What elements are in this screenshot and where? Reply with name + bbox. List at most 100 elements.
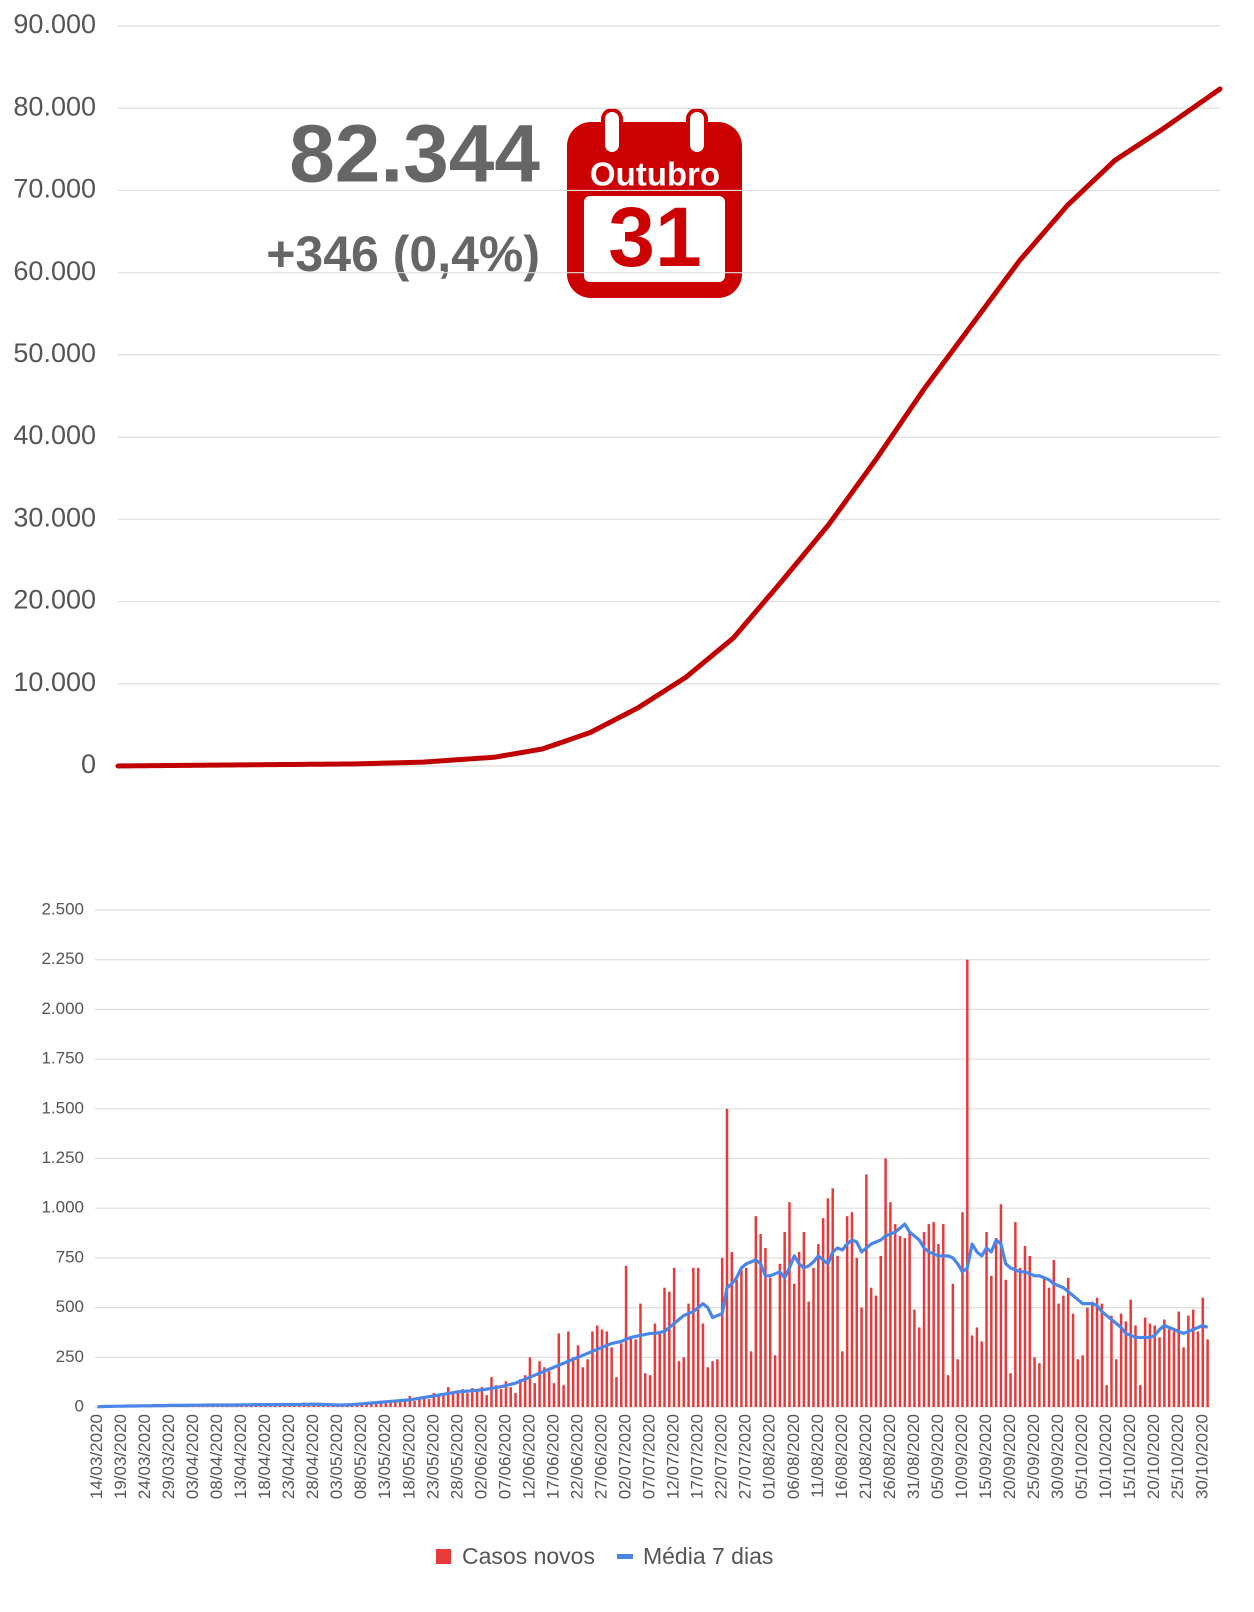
bar	[836, 1255, 839, 1407]
bar	[913, 1309, 916, 1407]
x-tick-label: 11/08/2020	[808, 1414, 827, 1498]
bar	[543, 1367, 546, 1407]
x-tick-label: 23/04/2020	[279, 1414, 298, 1499]
bar	[394, 1400, 397, 1407]
bar	[1110, 1315, 1113, 1407]
bar	[744, 1267, 748, 1407]
x-tick-label: 20/09/2020	[1000, 1414, 1019, 1499]
y-tick-label: 1.750	[41, 1049, 84, 1068]
bar	[1095, 1297, 1099, 1407]
bar	[740, 1269, 743, 1407]
bar	[427, 1399, 431, 1407]
bar	[509, 1387, 512, 1407]
bar	[994, 1238, 998, 1407]
bar	[576, 1345, 580, 1407]
bar	[547, 1371, 551, 1407]
y-tick-label: 1.000	[41, 1198, 84, 1217]
bar	[773, 1355, 777, 1407]
calendar-page	[584, 196, 725, 282]
bar	[485, 1395, 488, 1407]
bar	[778, 1263, 782, 1407]
x-tick-label: 06/08/2020	[784, 1414, 803, 1499]
bar	[975, 1327, 979, 1407]
x-tick-label: 17/06/2020	[543, 1414, 562, 1499]
bar	[1191, 1309, 1195, 1407]
bar	[1009, 1373, 1012, 1407]
y-tick-label: 60.000	[13, 256, 96, 286]
x-tick-label: 12/07/2020	[664, 1414, 683, 1499]
bar	[1163, 1319, 1166, 1407]
bar	[970, 1335, 974, 1407]
calendar-icon: Outubro 31	[567, 108, 742, 298]
x-tick-label: 20/10/2020	[1144, 1414, 1163, 1499]
cumulative-line	[115, 86, 1223, 769]
bar	[845, 1216, 849, 1407]
bar	[1100, 1303, 1104, 1407]
bar	[446, 1387, 450, 1407]
bar	[370, 1403, 373, 1407]
bar	[634, 1339, 637, 1407]
y-tick-label: 250	[56, 1347, 84, 1366]
bar	[1167, 1329, 1171, 1407]
bar	[605, 1331, 609, 1407]
y-tick-label: 40.000	[13, 420, 96, 450]
y-tick-label: 750	[56, 1247, 84, 1266]
bar	[432, 1393, 436, 1407]
x-tick-label: 18/05/2020	[399, 1414, 418, 1499]
bar	[610, 1347, 613, 1407]
bar	[961, 1212, 964, 1407]
bar	[951, 1283, 955, 1407]
bar	[567, 1331, 570, 1407]
bar	[403, 1399, 407, 1407]
y-tick-label: 80.000	[13, 91, 96, 121]
legend-swatch	[616, 1554, 633, 1559]
bar	[865, 1174, 868, 1407]
x-tick-label: 31/08/2020	[904, 1414, 923, 1499]
bar	[831, 1188, 834, 1407]
x-tick-label: 25/09/2020	[1024, 1414, 1043, 1499]
bar	[523, 1375, 527, 1407]
bar	[374, 1401, 378, 1407]
bar	[456, 1391, 460, 1407]
bar	[807, 1301, 810, 1407]
legend-label: Média 7 dias	[643, 1543, 773, 1569]
bar	[725, 1108, 729, 1407]
bar	[687, 1303, 690, 1407]
x-tick-label: 08/05/2020	[351, 1414, 370, 1499]
total-label: 82.344	[289, 109, 540, 200]
bar	[985, 1232, 988, 1407]
x-tick-label: 27/07/2020	[736, 1414, 755, 1499]
x-tick-label: 05/10/2020	[1072, 1414, 1091, 1499]
x-tick-label: 23/05/2020	[423, 1414, 442, 1499]
y-tick-label: 2.500	[41, 899, 84, 918]
bar	[1143, 1317, 1147, 1407]
x-tick-label: 19/03/2020	[111, 1414, 130, 1499]
bar	[668, 1291, 671, 1407]
bar	[749, 1351, 753, 1407]
bar	[1134, 1325, 1137, 1407]
x-tick-label: 13/05/2020	[375, 1414, 394, 1499]
bar	[1014, 1222, 1017, 1407]
bar	[942, 1224, 945, 1407]
x-tick-label: 08/04/2020	[207, 1414, 226, 1499]
y-tick-label: 1.250	[41, 1148, 84, 1167]
bar	[466, 1393, 469, 1407]
bar	[922, 1232, 926, 1407]
bar	[1091, 1301, 1094, 1407]
bar	[552, 1383, 556, 1407]
bar	[874, 1295, 878, 1407]
bar	[730, 1251, 734, 1407]
bar	[519, 1379, 522, 1407]
bar	[956, 1359, 959, 1407]
bar	[1062, 1295, 1065, 1407]
x-tick-label: 30/10/2020	[1192, 1414, 1211, 1499]
bar	[1018, 1267, 1022, 1407]
bar	[677, 1361, 681, 1407]
bar	[413, 1401, 416, 1407]
bar	[1057, 1303, 1060, 1407]
bar	[927, 1224, 931, 1407]
y-tick-label: 20.000	[13, 585, 96, 615]
bar	[735, 1279, 738, 1407]
bar	[653, 1323, 657, 1407]
bar	[475, 1390, 479, 1407]
